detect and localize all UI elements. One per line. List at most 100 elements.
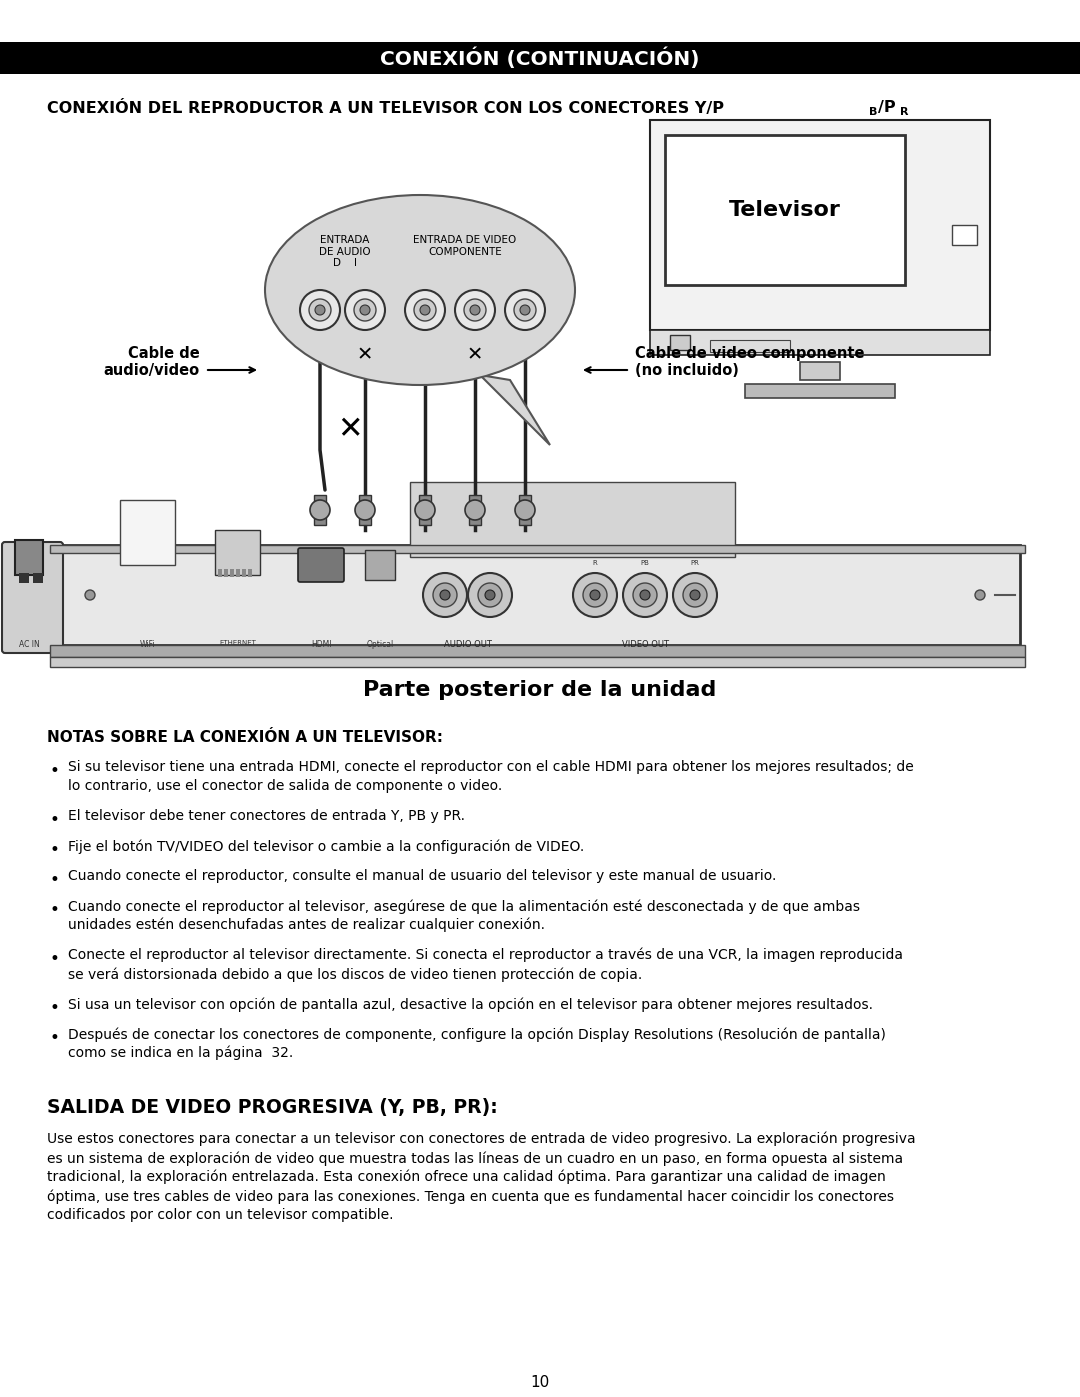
Text: •: •	[50, 841, 59, 859]
Bar	[469, 495, 481, 525]
Bar	[50, 545, 1025, 553]
Text: lo contrario, use el conector de salida de componente o video.: lo contrario, use el conector de salida …	[68, 780, 502, 793]
Text: Después de conectar los conectores de componente, configure la opción Display Re: Después de conectar los conectores de co…	[68, 1027, 886, 1042]
Text: •: •	[50, 870, 59, 888]
Circle shape	[683, 583, 707, 608]
Bar	[120, 500, 175, 564]
Text: Si usa un televisor con opción de pantalla azul, desactive la opción en el telev: Si usa un televisor con opción de pantal…	[68, 997, 873, 1011]
Bar	[365, 550, 395, 580]
Circle shape	[519, 305, 530, 314]
Text: •: •	[50, 812, 59, 828]
Circle shape	[455, 291, 495, 330]
Circle shape	[315, 305, 325, 314]
Bar	[665, 136, 905, 285]
Bar	[50, 645, 1025, 657]
Circle shape	[470, 305, 480, 314]
Bar	[519, 495, 531, 525]
Text: VIDEO OUT: VIDEO OUT	[621, 640, 669, 650]
Text: NOTAS SOBRE LA CONEXIÓN A UN TELEVISOR:: NOTAS SOBRE LA CONEXIÓN A UN TELEVISOR:	[48, 731, 443, 745]
Text: /P: /P	[878, 101, 895, 115]
Circle shape	[468, 573, 512, 617]
Text: •: •	[50, 761, 59, 780]
Circle shape	[464, 299, 486, 321]
Circle shape	[590, 590, 600, 599]
Bar	[218, 569, 222, 577]
Circle shape	[623, 573, 667, 617]
Circle shape	[310, 500, 330, 520]
Circle shape	[515, 500, 535, 520]
Bar	[419, 495, 431, 525]
Bar	[242, 569, 246, 577]
Polygon shape	[480, 374, 550, 446]
Circle shape	[414, 299, 436, 321]
Text: como se indica en la página  32.: como se indica en la página 32.	[68, 1046, 294, 1060]
Text: Cuando conecte el reproductor, consulte el manual de usuario del televisor y est: Cuando conecte el reproductor, consulte …	[68, 869, 777, 883]
Circle shape	[465, 500, 485, 520]
Circle shape	[485, 590, 495, 599]
Text: unidades estén desenchufadas antes de realizar cualquier conexión.: unidades estén desenchufadas antes de re…	[68, 918, 545, 933]
Circle shape	[355, 500, 375, 520]
Bar	[745, 384, 895, 398]
Text: ENTRADA DE VIDEO
COMPONENTE: ENTRADA DE VIDEO COMPONENTE	[414, 235, 516, 257]
Circle shape	[309, 299, 330, 321]
Text: Parte posterior de la unidad: Parte posterior de la unidad	[363, 680, 717, 700]
Bar	[237, 569, 240, 577]
Text: PR: PR	[690, 560, 700, 566]
Circle shape	[690, 590, 700, 599]
Bar	[710, 339, 789, 352]
Bar	[15, 541, 43, 576]
Text: ETHERNET: ETHERNET	[219, 640, 256, 645]
Circle shape	[360, 305, 370, 314]
Circle shape	[640, 590, 650, 599]
Text: Cable de video componente
(no incluido): Cable de video componente (no incluido)	[635, 346, 864, 379]
Text: B: B	[869, 108, 877, 117]
Bar	[359, 495, 372, 525]
Circle shape	[415, 500, 435, 520]
Text: Fije el botón TV/VIDEO del televisor o cambie a la configuración de VIDEO.: Fije el botón TV/VIDEO del televisor o c…	[68, 840, 584, 854]
Text: ENTRADA
DE AUDIO
D    I: ENTRADA DE AUDIO D I	[320, 235, 370, 268]
Text: es un sistema de exploración de video que muestra todas las líneas de un cuadro : es un sistema de exploración de video qu…	[48, 1151, 903, 1165]
Circle shape	[505, 291, 545, 330]
Circle shape	[300, 291, 340, 330]
Circle shape	[354, 299, 376, 321]
Text: se verá distorsionada debido a que los discos de video tienen protección de copi: se verá distorsionada debido a que los d…	[68, 967, 643, 982]
Text: 10: 10	[530, 1375, 550, 1390]
Bar	[55, 545, 1020, 645]
Circle shape	[573, 573, 617, 617]
Text: Optical: Optical	[366, 640, 393, 650]
Circle shape	[420, 305, 430, 314]
Bar	[19, 573, 29, 583]
Circle shape	[345, 291, 384, 330]
Text: Televisor: Televisor	[729, 200, 841, 219]
Bar	[650, 120, 990, 330]
Text: AUDIO OUT: AUDIO OUT	[444, 640, 491, 650]
Bar	[410, 482, 735, 557]
Circle shape	[673, 573, 717, 617]
Circle shape	[423, 573, 467, 617]
Text: HDMI: HDMI	[311, 640, 332, 650]
Text: tradicional, la exploración entrelazada. Esta conexión ofrece una calidad óptima: tradicional, la exploración entrelazada.…	[48, 1171, 886, 1185]
Bar	[33, 573, 43, 583]
Text: ✕: ✕	[467, 345, 483, 365]
Bar	[215, 529, 260, 576]
Bar	[670, 335, 690, 351]
Text: Cable de
audio/video: Cable de audio/video	[104, 346, 200, 379]
Circle shape	[583, 583, 607, 608]
Text: PB: PB	[640, 560, 649, 566]
Circle shape	[433, 583, 457, 608]
Circle shape	[85, 590, 95, 599]
Circle shape	[633, 583, 657, 608]
Text: WiFi: WiFi	[140, 640, 156, 650]
Text: •: •	[50, 950, 59, 968]
Text: ✕: ✕	[356, 345, 374, 365]
Circle shape	[478, 583, 502, 608]
Bar	[800, 362, 840, 380]
Text: CONEXIÓN DEL REPRODUCTOR A UN TELEVISOR CON LOS CONECTORES Y/P: CONEXIÓN DEL REPRODUCTOR A UN TELEVISOR …	[48, 101, 724, 116]
Bar	[50, 657, 1025, 666]
Text: Si su televisor tiene una entrada HDMI, conecte el reproductor con el cable HDMI: Si su televisor tiene una entrada HDMI, …	[68, 760, 914, 774]
FancyBboxPatch shape	[298, 548, 345, 583]
Circle shape	[975, 590, 985, 599]
Bar	[230, 569, 234, 577]
Text: CONEXIÓN (CONTINUACIÓN): CONEXIÓN (CONTINUACIÓN)	[380, 47, 700, 68]
Text: SALIDA DE VIDEO PROGRESIVA (Y, PB, PR):: SALIDA DE VIDEO PROGRESIVA (Y, PB, PR):	[48, 1098, 498, 1118]
